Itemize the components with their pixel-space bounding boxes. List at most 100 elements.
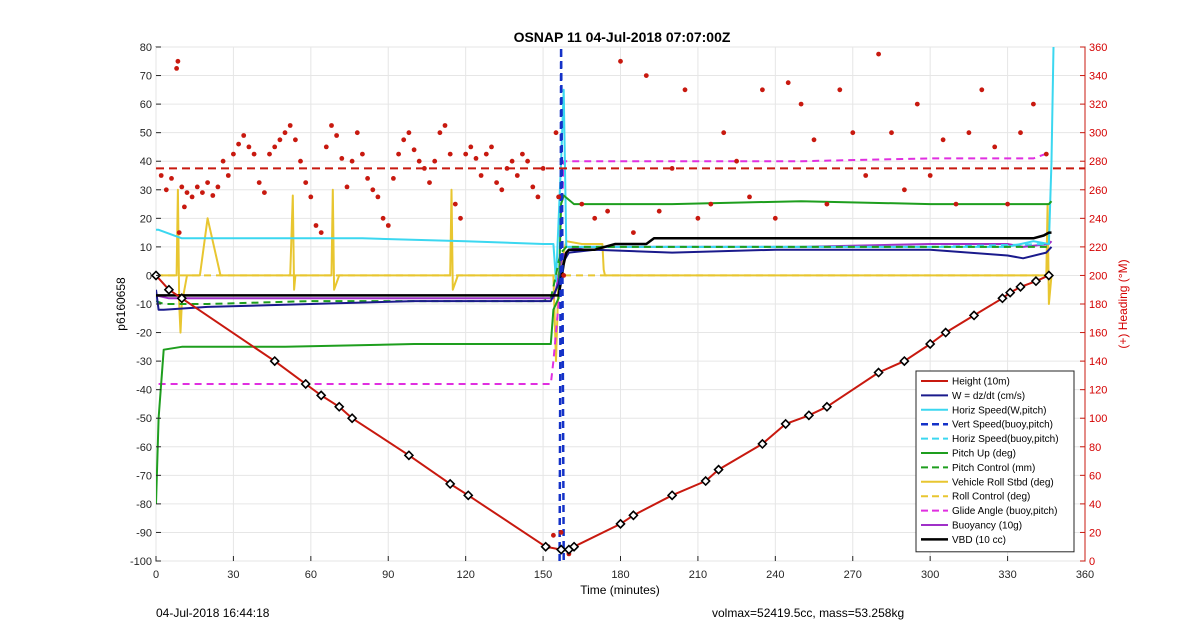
heading-point: [176, 230, 182, 236]
heading-point: [308, 194, 314, 200]
height-marker: [556, 544, 567, 555]
heading-point: [478, 173, 484, 178]
y-right-tick-label: 0: [1089, 556, 1095, 568]
heading-point: [535, 194, 541, 200]
height-marker: [757, 438, 768, 450]
heading-point: [411, 147, 417, 153]
y-tick-label: 40: [140, 156, 152, 168]
heading-point: [303, 180, 309, 186]
y-right-tick-label: 340: [1089, 71, 1107, 83]
heading-point: [876, 51, 881, 57]
y-right-tick-label: 60: [1089, 470, 1101, 482]
heading-point: [169, 176, 174, 181]
x-tick-label: 180: [611, 569, 629, 581]
heading-point: [927, 173, 933, 178]
heading-point: [592, 215, 598, 221]
heading-point: [721, 130, 727, 136]
height-marker: [628, 510, 639, 521]
series-line-0: [156, 274, 1050, 551]
y-axis-right-label: (+) Heading (°M): [1116, 259, 1130, 348]
heading-point: [837, 87, 843, 93]
heading-point: [760, 87, 765, 93]
height-marker: [968, 310, 980, 321]
heading-point: [695, 215, 701, 221]
heading-point: [370, 187, 376, 193]
heading-point: [553, 130, 559, 136]
legend-label-8: Roll Control (deg): [952, 492, 1030, 503]
y-right-tick-label: 100: [1089, 413, 1107, 425]
y-right-tick-label: 140: [1089, 356, 1107, 368]
heading-point: [251, 151, 257, 157]
heading-point: [579, 201, 585, 207]
y-tick-label: -10: [136, 299, 152, 311]
chart-title: OSNAP 11 04-Jul-2018 07:07:00Z: [514, 29, 731, 45]
heading-point: [231, 151, 236, 157]
heading-point: [520, 151, 525, 157]
heading-point: [483, 151, 489, 157]
heading-point: [184, 190, 190, 196]
y-right-tick-label: 80: [1089, 442, 1101, 454]
heading-point: [313, 223, 319, 228]
legend-label-3: Vert Speed(buoy,pitch): [952, 420, 1053, 431]
heading-point: [427, 180, 432, 186]
y-right-tick-label: 20: [1089, 527, 1101, 539]
heading-point: [246, 144, 252, 150]
height-marker: [780, 418, 791, 430]
heading-point: [267, 151, 272, 157]
heading-point: [205, 180, 211, 186]
height-marker: [997, 293, 1008, 304]
heading-point: [215, 184, 221, 190]
heading-point: [540, 166, 546, 171]
height-marker: [803, 410, 815, 421]
heading-point: [473, 156, 479, 161]
x-tick-label: 270: [844, 569, 862, 581]
x-tick-label: 30: [227, 569, 239, 581]
heading-point: [863, 173, 869, 178]
y-right-tick-label: 300: [1089, 128, 1107, 140]
heading-point: [174, 66, 180, 71]
y-tick-label: 10: [140, 242, 152, 254]
heading-point: [824, 201, 830, 207]
heading-point: [558, 530, 564, 535]
y-tick-label: -60: [136, 442, 152, 454]
heading-point: [406, 130, 412, 136]
heading-point: [175, 58, 181, 64]
heading-point: [1031, 101, 1036, 107]
heading-point: [262, 190, 267, 196]
heading-point: [772, 215, 778, 221]
y-right-tick-label: 260: [1089, 185, 1107, 197]
heading-point: [437, 130, 443, 136]
heading-point: [992, 144, 998, 150]
legend-label-0: Height (10m): [952, 377, 1010, 388]
x-tick-label: 90: [382, 569, 394, 581]
heading-point: [530, 184, 536, 190]
y-tick-label: 0: [146, 270, 152, 282]
legend-label-6: Pitch Control (mm): [952, 463, 1035, 474]
heading-point: [798, 101, 804, 107]
series-line-6: [156, 245, 1049, 305]
heading-point: [360, 151, 365, 157]
y-tick-label: 20: [140, 213, 152, 225]
y-right-tick-label: 280: [1089, 156, 1107, 168]
heading-point: [391, 176, 396, 181]
heading-point: [298, 158, 303, 164]
heading-point: [811, 137, 817, 143]
heading-point: [509, 158, 515, 164]
legend-label-2: Horiz Speed(W,pitch): [952, 405, 1046, 416]
heading-point: [643, 73, 649, 78]
height-marker: [463, 490, 474, 501]
y-tick-label: -20: [136, 328, 152, 340]
heading-point: [747, 194, 752, 200]
height-marker: [568, 541, 580, 552]
height-marker: [615, 518, 626, 530]
y-right-tick-label: 40: [1089, 499, 1101, 511]
y-tick-label: 60: [140, 99, 152, 111]
heading-point: [458, 215, 463, 221]
height-marker: [163, 284, 175, 295]
heading-point: [163, 187, 169, 193]
x-tick-label: 330: [998, 569, 1016, 581]
heading-point: [1005, 201, 1010, 207]
y-tick-label: -80: [136, 499, 152, 511]
height-marker: [821, 401, 833, 412]
heading-point: [220, 158, 226, 164]
